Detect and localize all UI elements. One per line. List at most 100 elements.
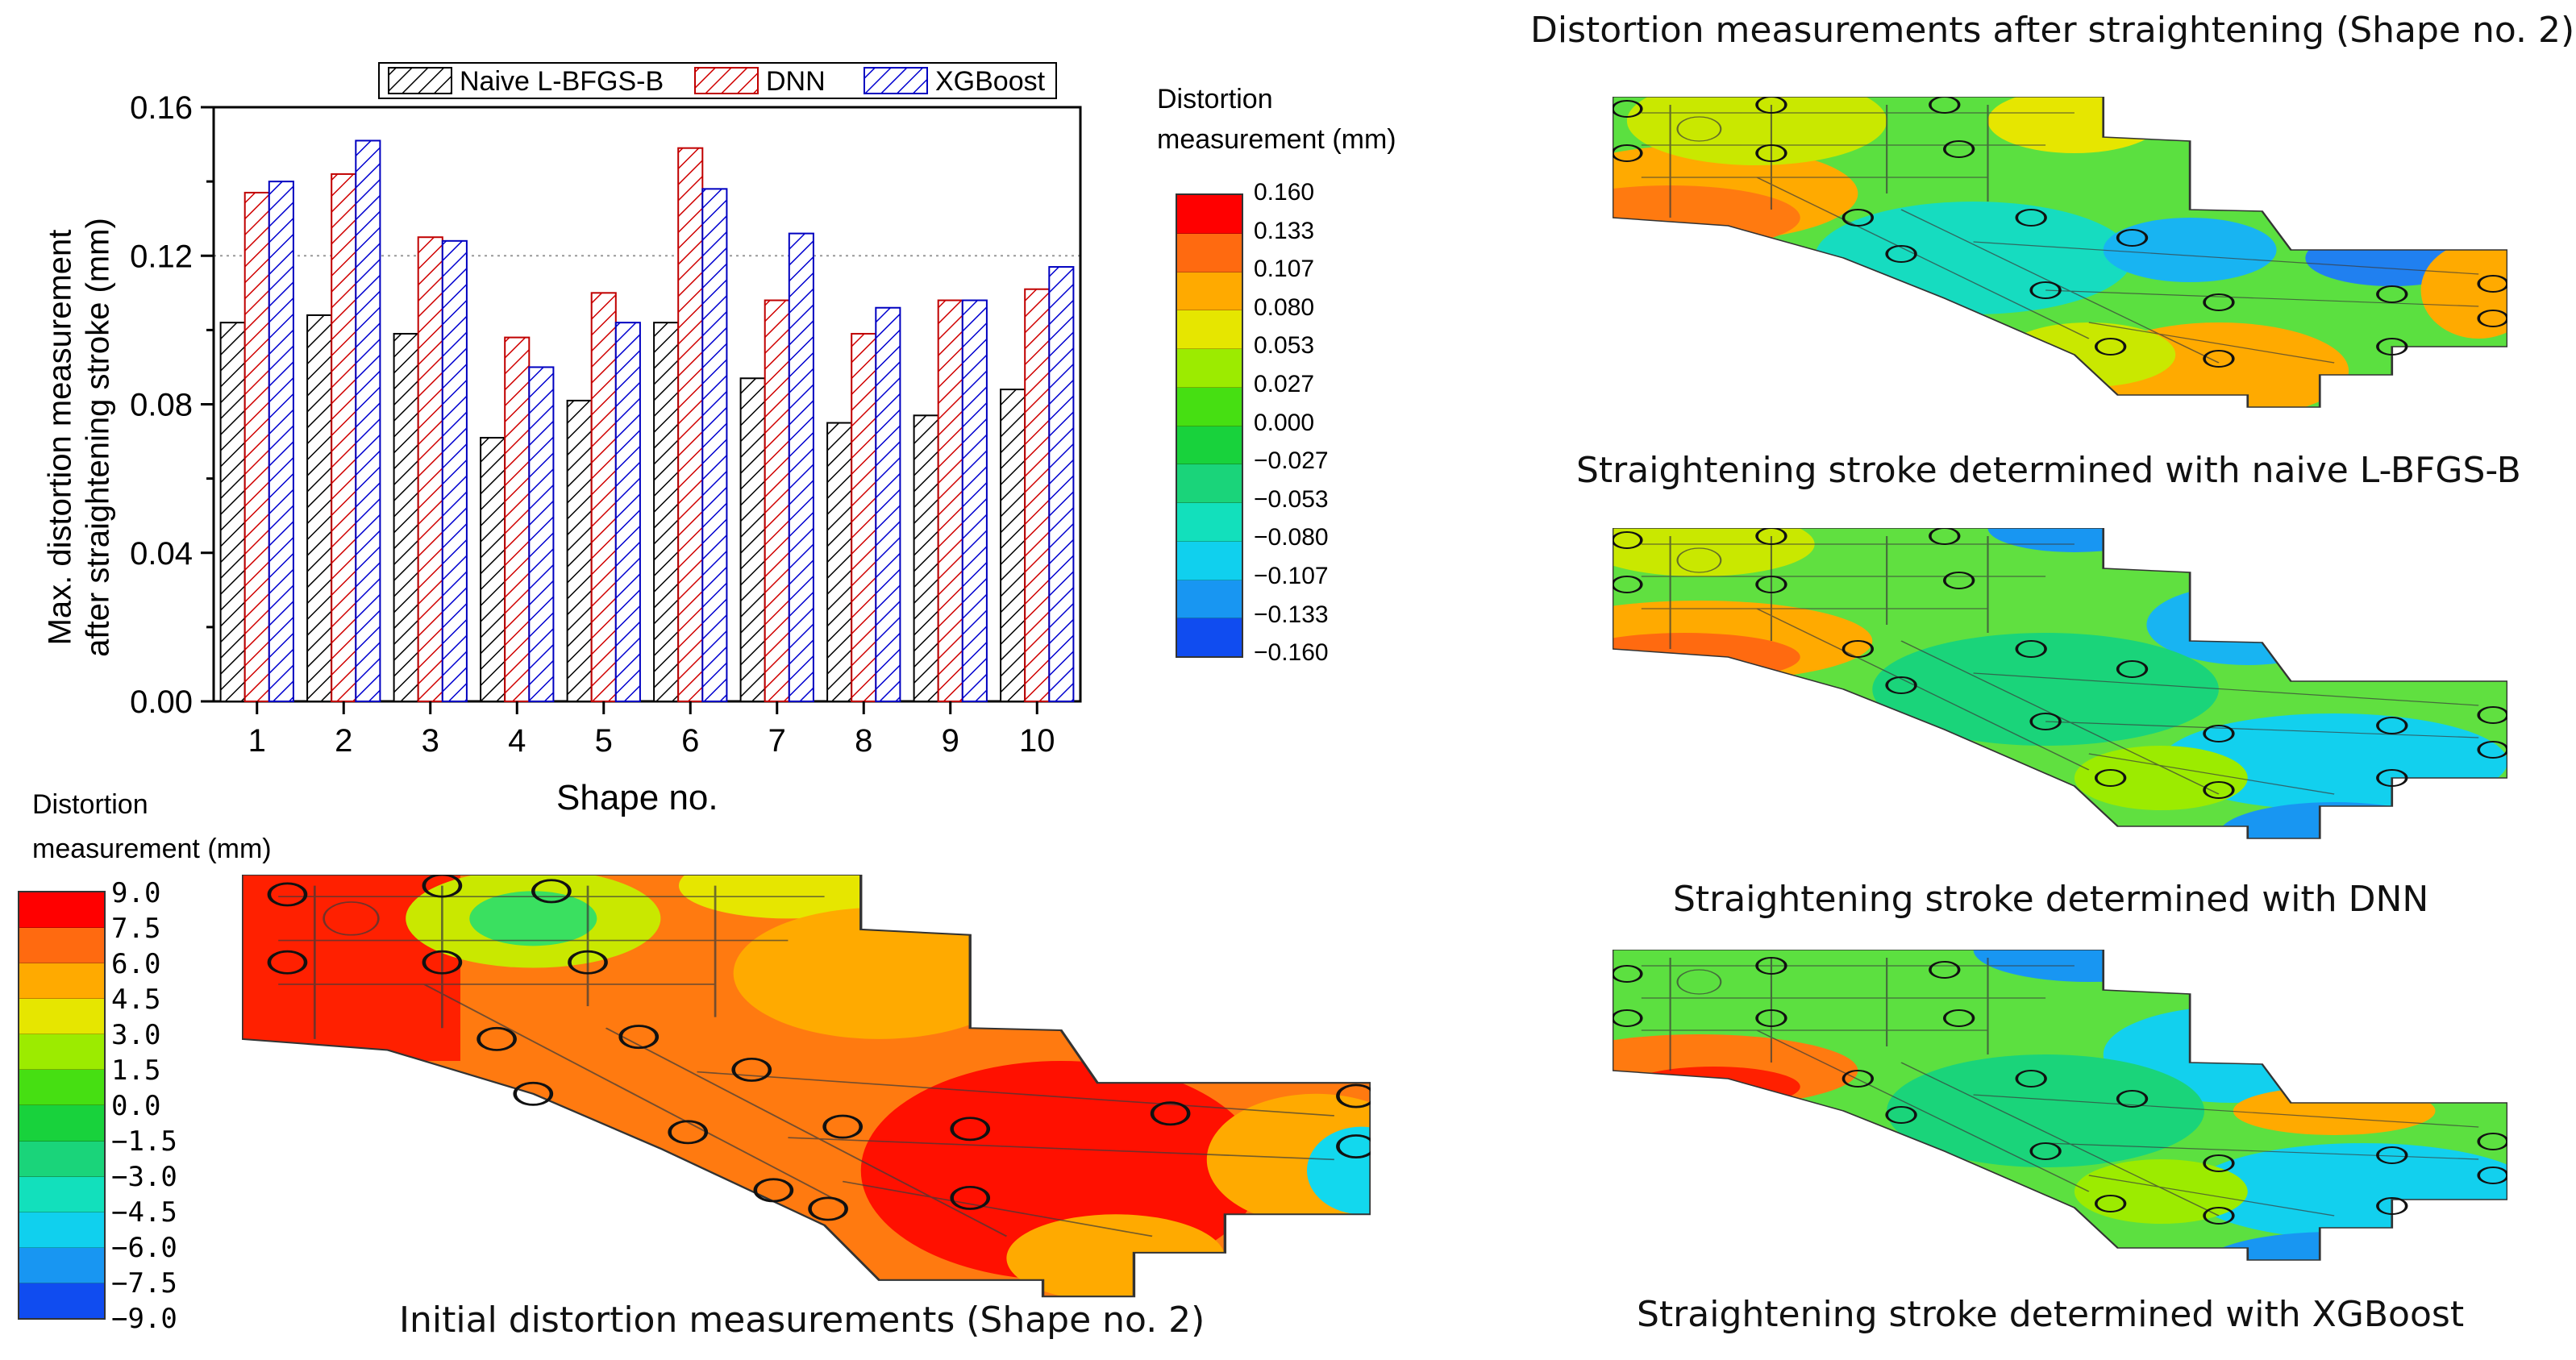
bar-naive-l-bfgs-b-6 — [653, 322, 680, 702]
colorbar-label: 1.5 — [111, 1054, 161, 1087]
x-tick-label: 3 — [422, 723, 439, 759]
colorbar-top-title-2: measurement (mm) — [1157, 124, 1396, 155]
bar-xgboost-9 — [961, 299, 988, 702]
bar-xgboost-10 — [1048, 266, 1075, 703]
colorbar-segment — [1177, 387, 1242, 426]
caption-lbfgs: Straightening stroke determined with nai… — [1576, 450, 2521, 491]
x-tick-label: 10 — [1019, 723, 1055, 759]
chart-bars — [219, 139, 1075, 703]
bar-xgboost-8 — [875, 306, 901, 702]
bar-naive-l-bfgs-b-7 — [739, 377, 766, 702]
part-dnn — [1613, 528, 2507, 839]
colorbar-label: 0.133 — [1254, 217, 1315, 244]
colorbar-segment — [1177, 349, 1242, 388]
colorbar-segment — [19, 892, 104, 929]
x-axis-label: Shape no. — [556, 778, 718, 817]
y-tick-label: 0.12 — [130, 239, 193, 274]
y-tick-label: 0.04 — [130, 536, 193, 572]
colorbar-label: −3.0 — [111, 1161, 177, 1193]
chart-legend: Naive L-BFGS-B DNN XGBoost — [378, 62, 1057, 99]
colorbar-label: −7.5 — [111, 1267, 177, 1300]
bar-dnn-9 — [937, 299, 963, 702]
x-tick-label: 8 — [855, 723, 872, 759]
colorbar-label: −0.027 — [1254, 447, 1329, 475]
part-initial-distortion — [242, 875, 1371, 1298]
bar-naive-l-bfgs-b-8 — [826, 422, 853, 702]
legend-swatch — [388, 67, 452, 94]
colorbar-segment — [1177, 426, 1242, 465]
colorbar-segment — [1177, 195, 1242, 234]
colorbar-label: 0.160 — [1254, 179, 1315, 206]
colorbar-segment — [19, 928, 104, 964]
colorbar-label: 6.0 — [111, 948, 161, 980]
bar-xgboost-2 — [355, 139, 381, 703]
bar-naive-l-bfgs-b-3 — [393, 332, 419, 702]
y-tick-label: 0.16 — [130, 90, 193, 126]
colorbar-label: −0.080 — [1254, 524, 1329, 551]
y-tick-label: 0.00 — [130, 684, 193, 720]
x-tick-label: 4 — [508, 723, 526, 759]
colorbar-label: −9.0 — [111, 1303, 177, 1335]
legend-label: XGBoost — [935, 66, 1046, 97]
colorbar-label: 0.027 — [1254, 371, 1315, 397]
colorbar-label: −4.5 — [111, 1196, 177, 1229]
colorbar-segment — [1177, 503, 1242, 542]
bar-dnn-3 — [417, 236, 443, 702]
bar-dnn-10 — [1024, 288, 1051, 702]
colorbar-label: −0.133 — [1254, 601, 1329, 628]
legend-label: DNN — [766, 66, 826, 97]
bar-naive-l-bfgs-b-9 — [913, 414, 939, 702]
colorbar-segment — [1177, 541, 1242, 580]
caption-xgb: Straightening stroke determined with XGB… — [1637, 1294, 2465, 1335]
colorbar-label: 9.0 — [111, 877, 161, 909]
colorbar-segment — [1177, 580, 1242, 619]
bar-dnn-8 — [851, 332, 877, 702]
colorbar-segment — [19, 999, 104, 1035]
colorbar-label: 0.107 — [1254, 256, 1315, 283]
colorbar-segment — [19, 1212, 104, 1248]
colorbar-segment — [1177, 310, 1242, 349]
bar-naive-l-bfgs-b-5 — [566, 399, 593, 702]
bar-xgboost-6 — [701, 188, 728, 702]
colorbar-label: 7.5 — [111, 913, 161, 945]
colorbar-top — [1176, 193, 1243, 658]
colorbar-segment — [19, 1105, 104, 1142]
colorbar-segment — [1177, 618, 1242, 656]
right-panel-title: Distortion measurements after straighten… — [1530, 10, 2575, 51]
colorbar-label: −1.5 — [111, 1125, 177, 1158]
colorbar-label: 0.080 — [1254, 293, 1315, 321]
caption-dnn: Straightening stroke determined with DNN — [1673, 879, 2429, 920]
bar-naive-l-bfgs-b-1 — [219, 322, 246, 702]
colorbar-label: 3.0 — [111, 1019, 161, 1051]
colorbar-label: 4.5 — [111, 984, 161, 1016]
bar-dnn-4 — [504, 336, 531, 702]
colorbar-segment — [1177, 272, 1242, 311]
y-axis-label-line2: after straightening stroke (mm) — [80, 218, 116, 657]
legend-swatch — [864, 67, 928, 94]
colorbar-label: 0.0 — [111, 1090, 161, 1122]
part-xgboost — [1613, 950, 2507, 1261]
bar-xgboost-5 — [614, 322, 641, 702]
y-tick-label: 0.08 — [130, 388, 193, 423]
bar-dnn-5 — [590, 292, 617, 702]
colorbar-label: −0.107 — [1254, 563, 1329, 589]
bar-naive-l-bfgs-b-2 — [306, 314, 333, 702]
bar-naive-l-bfgs-b-10 — [1000, 389, 1026, 702]
colorbar-label: −6.0 — [111, 1232, 177, 1264]
colorbar-segment — [19, 1070, 104, 1106]
x-tick-label: 6 — [681, 723, 699, 759]
x-tick-label: 2 — [335, 723, 352, 759]
colorbar-bottom-title-2: measurement (mm) — [32, 834, 272, 864]
bar-naive-l-bfgs-b-4 — [480, 436, 506, 702]
part-lbfgs — [1613, 97, 2507, 408]
colorbar-segment — [1177, 233, 1242, 272]
colorbar-segment — [19, 1283, 104, 1318]
x-tick-label: 9 — [942, 723, 959, 759]
chart-ticks: 0.00 0.04 0.08 0.12 0.16 1 2 3 4 5 6 7 8 9 10 — [130, 90, 1055, 759]
colorbar-bottom-title-1: Distortion — [32, 789, 148, 820]
colorbar-segment — [19, 1176, 104, 1212]
legend-swatch — [694, 67, 759, 94]
bar-xgboost-4 — [528, 366, 555, 702]
colorbar-label: 0.000 — [1254, 409, 1315, 436]
colorbar-top-title-1: Distortion — [1157, 84, 1273, 114]
